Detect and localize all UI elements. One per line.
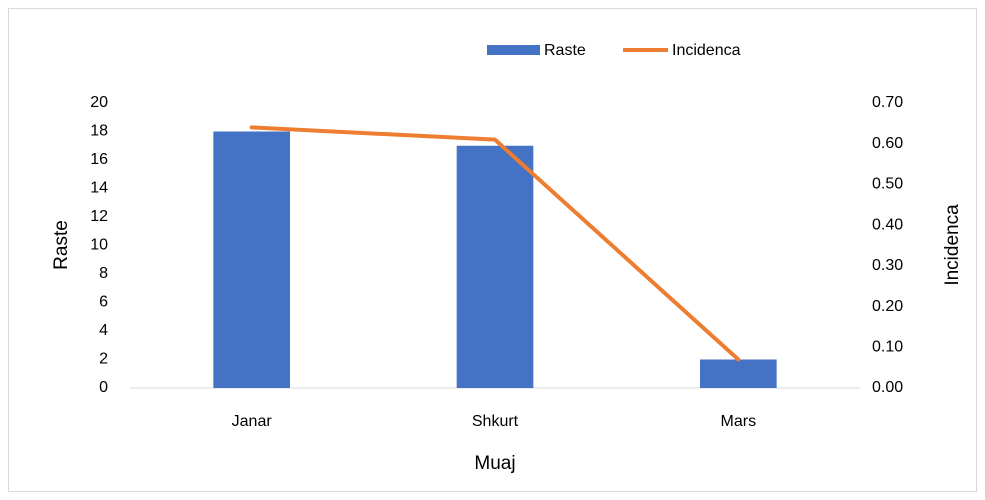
y-tick-label: 4 <box>99 322 108 339</box>
bar <box>213 131 290 388</box>
y-tick-label: 20 <box>90 94 108 111</box>
y-tick-label: 10 <box>90 237 108 254</box>
y2-tick-label: 0.70 <box>872 94 903 111</box>
y-tick-label: 12 <box>90 208 108 225</box>
y2-tick-label: 0.40 <box>872 216 903 233</box>
y-tick-label: 0 <box>99 379 108 396</box>
y-tick-label: 14 <box>90 180 108 197</box>
y2-tick-label: 0.30 <box>872 257 903 274</box>
x-tick-label: Janar <box>232 413 273 430</box>
x-tick-label: Shkurt <box>472 413 519 430</box>
y-tick-label: 16 <box>90 151 108 168</box>
legend-label: Raste <box>544 42 586 59</box>
y2-tick-label: 0.50 <box>872 176 903 193</box>
y-tick-label: 6 <box>99 294 108 311</box>
y2-tick-label: 0.60 <box>872 135 903 152</box>
y2-tick-label: 0.00 <box>872 379 903 396</box>
y-tick-label: 8 <box>99 265 108 282</box>
y2-axis-title: Incidenca <box>942 204 963 286</box>
legend-label: Incidenca <box>672 42 741 59</box>
y-tick-label: 18 <box>90 123 108 140</box>
y2-tick-label: 0.20 <box>872 298 903 315</box>
bar <box>456 145 534 388</box>
x-axis-title: Muaj <box>474 453 515 474</box>
line <box>249 125 741 362</box>
y-tick-label: 2 <box>99 351 108 368</box>
bar <box>700 359 777 388</box>
y-axis-title: Raste <box>51 220 72 270</box>
y2-tick-label: 0.10 <box>872 339 903 356</box>
x-tick-label: Mars <box>721 413 757 430</box>
legend-swatch <box>487 45 540 55</box>
